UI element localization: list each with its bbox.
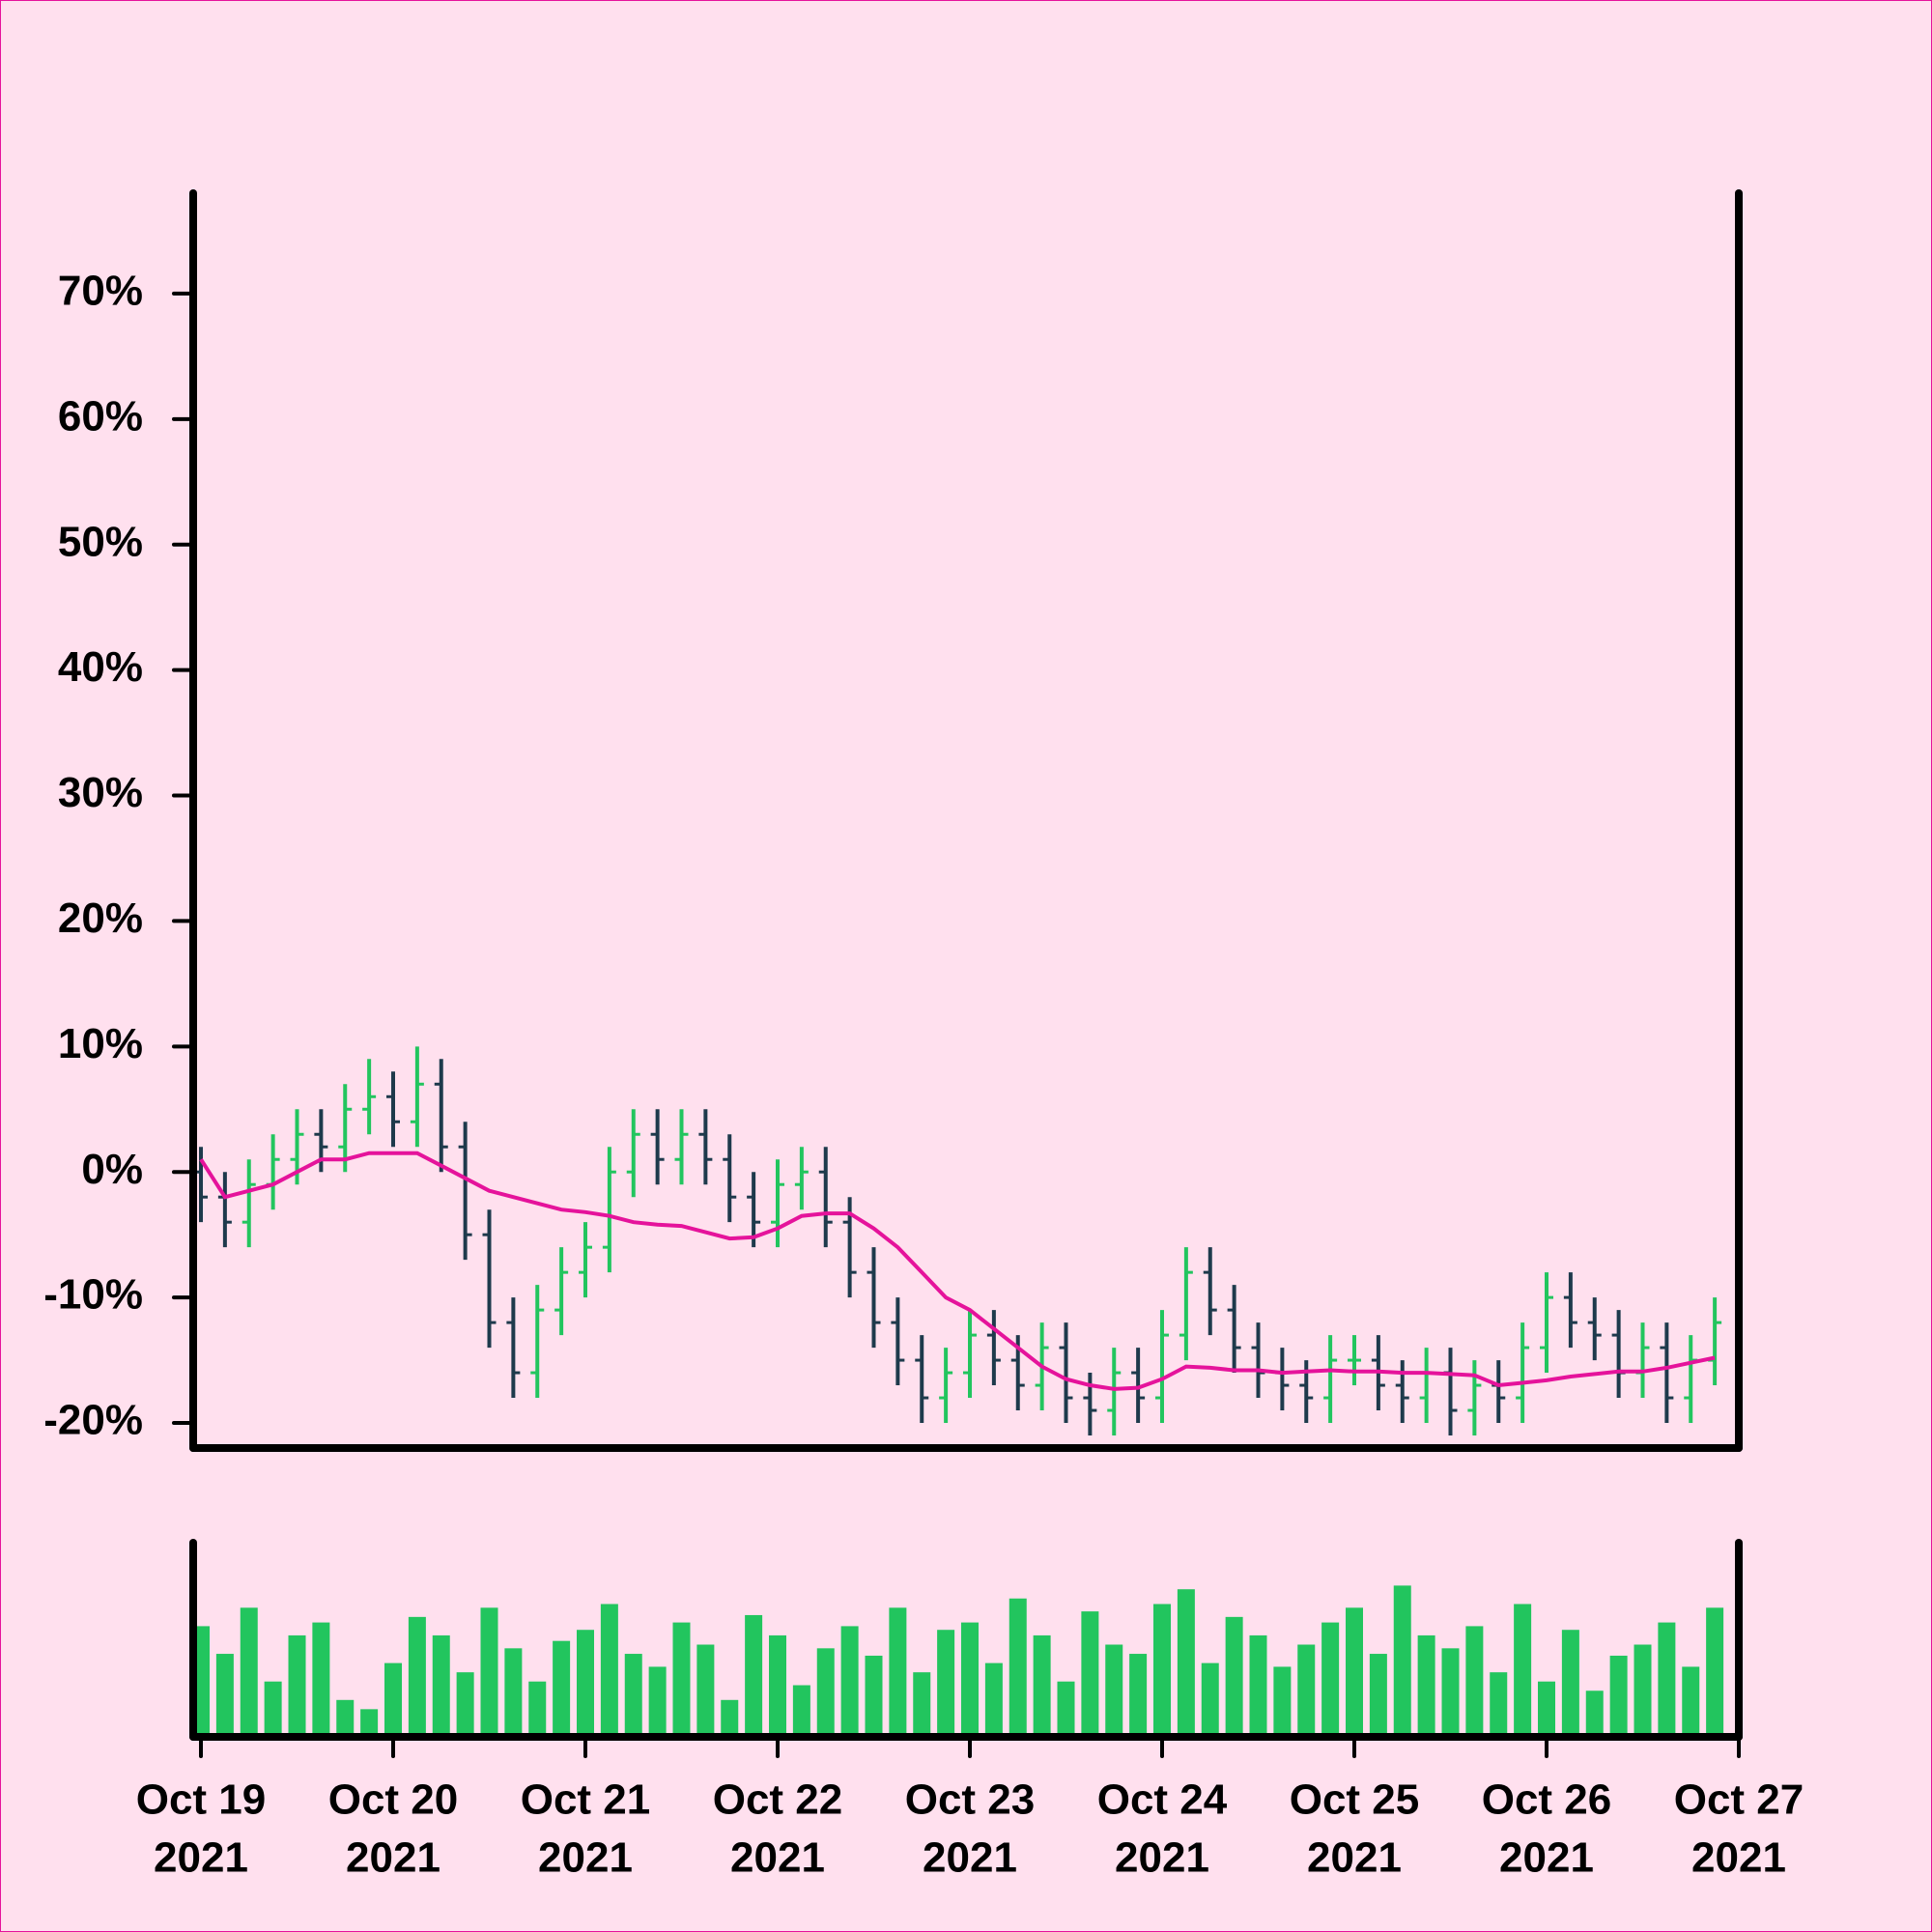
volume-bar [1393, 1585, 1411, 1737]
x-tick-label: 2021 [538, 1834, 633, 1882]
volume-bar [1658, 1622, 1676, 1737]
x-tick-label: 2021 [346, 1834, 440, 1882]
volume-bar [528, 1681, 547, 1737]
x-tick-label: 2021 [1115, 1834, 1209, 1882]
volume-bar [1465, 1626, 1484, 1737]
volume-bar [840, 1626, 859, 1737]
volume-bar [480, 1607, 498, 1737]
volume-bar [456, 1672, 474, 1737]
y-tick-label: 10% [58, 1020, 143, 1067]
volume-bar [1346, 1607, 1363, 1737]
price-plot [194, 1046, 1722, 1436]
volume-bar [1538, 1681, 1555, 1737]
x-tick-label: 2021 [1499, 1834, 1594, 1882]
moving-average [199, 1151, 1716, 1391]
volume-bar [984, 1662, 1003, 1737]
volume-bar [1273, 1666, 1292, 1737]
volume-bar [312, 1622, 330, 1737]
volume-bar [913, 1672, 931, 1737]
y-tick-label: 50% [58, 518, 143, 565]
y-tick-label: 30% [58, 769, 143, 816]
volume-bar [288, 1634, 306, 1737]
volume-bar [1153, 1604, 1171, 1737]
volume-bar [336, 1699, 355, 1737]
volume-bar [264, 1681, 282, 1737]
volume-bar [1682, 1666, 1700, 1737]
volume-bar [553, 1640, 571, 1737]
y-tick-label: 0% [81, 1146, 143, 1193]
x-tick-label: Oct 24 [1097, 1776, 1228, 1824]
volume-bar [1201, 1662, 1219, 1737]
volume-bar [600, 1604, 618, 1737]
y-tick-label: -20% [43, 1397, 143, 1444]
volume-bar [1585, 1690, 1604, 1737]
volume-bar [721, 1699, 739, 1737]
y-tick-label: 40% [58, 643, 143, 691]
volume-bar [1417, 1634, 1435, 1737]
volume-bar [1177, 1589, 1195, 1737]
volume-bar [792, 1685, 810, 1737]
volume-bar [1514, 1604, 1532, 1737]
volume-bar [769, 1634, 786, 1737]
volume-bar [1369, 1654, 1387, 1737]
volume-bar [1225, 1616, 1243, 1737]
volume-bar [696, 1644, 715, 1737]
volume-bar [1297, 1644, 1316, 1737]
volume-bar [408, 1616, 426, 1737]
volume-bar [961, 1622, 979, 1737]
x-tick-label: Oct 23 [905, 1776, 1036, 1824]
y-tick-label: 60% [58, 392, 143, 440]
volume-bar [1249, 1634, 1267, 1737]
x-tick-label: Oct 27 [1674, 1776, 1804, 1824]
x-tick-label: Oct 21 [521, 1776, 651, 1824]
x-tick-label: 2021 [923, 1834, 1017, 1882]
x-tick-label: Oct 20 [328, 1776, 459, 1824]
volume-bar [1561, 1630, 1579, 1737]
volume-bar [504, 1648, 523, 1737]
volume-bar [240, 1607, 258, 1737]
volume-bar [672, 1622, 691, 1737]
volume-bar [1706, 1607, 1724, 1737]
volume-bar [1609, 1655, 1628, 1737]
volume-bar [432, 1634, 450, 1737]
y-tick-label: 70% [58, 268, 143, 315]
volume-bar [865, 1655, 883, 1737]
volume-bar [1634, 1644, 1652, 1737]
x-tick-label: 2021 [730, 1834, 825, 1882]
volume-bar [1081, 1611, 1099, 1737]
volume-bar [577, 1630, 594, 1737]
volume-bar [360, 1709, 379, 1737]
x-tick-label: Oct 26 [1482, 1776, 1612, 1824]
volume-bar [1490, 1672, 1508, 1737]
volume-bar [384, 1662, 402, 1737]
x-tick-label: Oct 22 [713, 1776, 843, 1824]
volume-bar [816, 1648, 835, 1737]
volume-bar [1441, 1648, 1460, 1737]
x-tick-label: 2021 [1691, 1834, 1786, 1882]
x-tick-label: Oct 19 [136, 1776, 267, 1824]
volume-bar [1057, 1681, 1075, 1737]
volume-bar [745, 1614, 763, 1737]
y-tick-label: -10% [43, 1271, 143, 1319]
volume-bar [648, 1666, 667, 1737]
y-tick-label: 20% [58, 895, 143, 942]
volume-bar [937, 1630, 955, 1737]
volume-bar [1105, 1644, 1123, 1737]
volume-bar [1321, 1622, 1340, 1737]
volume-bar [889, 1607, 907, 1737]
x-tick-label: 2021 [154, 1834, 248, 1882]
x-tick-label: Oct 25 [1290, 1776, 1420, 1824]
volume-bar [1033, 1634, 1051, 1737]
volume-bar [1009, 1598, 1027, 1737]
volume-bar [1129, 1654, 1148, 1737]
volume-bar [624, 1654, 642, 1737]
volume-bar [215, 1654, 234, 1737]
x-tick-label: 2021 [1307, 1834, 1402, 1882]
